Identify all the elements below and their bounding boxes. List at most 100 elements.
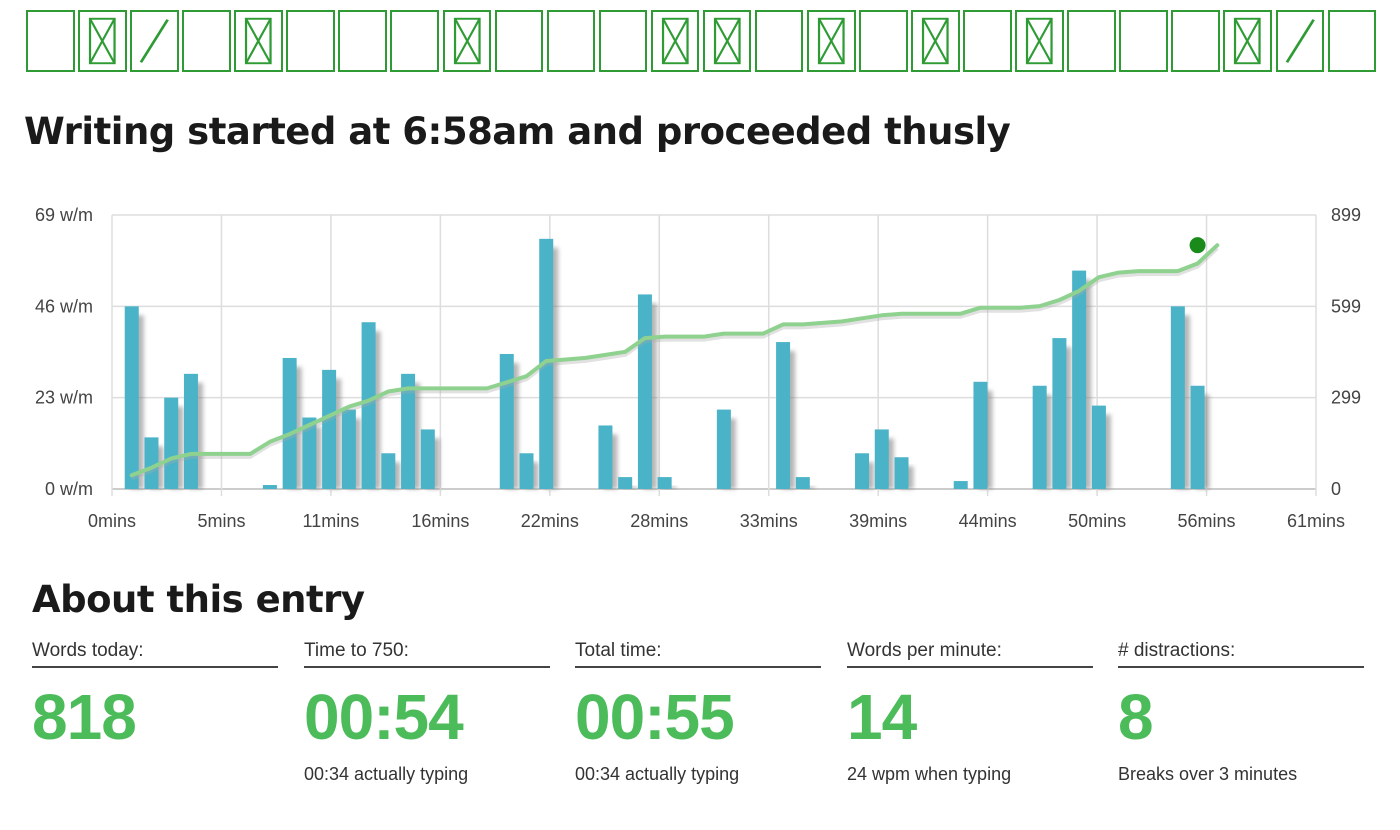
bar — [894, 457, 909, 489]
stat-sub: 24 wpm when typing — [847, 764, 1012, 784]
y-left-tick-label: 0 w/m — [45, 479, 93, 499]
bar — [795, 477, 810, 489]
bar — [322, 369, 337, 489]
bar — [164, 397, 179, 489]
stat-sub: 00:34 actually typing — [575, 764, 740, 784]
missing-glyph-icon — [546, 10, 596, 72]
bar — [262, 485, 277, 489]
bar — [953, 481, 968, 489]
y-right-tick-label: 899 — [1331, 205, 1361, 225]
bar — [874, 429, 889, 489]
bar — [420, 429, 435, 489]
missing-glyph-icon — [650, 10, 700, 72]
missing-glyph-icon — [859, 10, 908, 72]
missing-glyph-icon — [1015, 10, 1064, 72]
missing-glyph-icon — [182, 10, 231, 72]
missing-glyph-icon — [390, 10, 439, 72]
stat-label: Words today: — [32, 640, 278, 668]
x-tick-label: 56mins — [1178, 511, 1236, 531]
missing-glyph-icon — [130, 10, 179, 72]
missing-glyph-icon — [442, 10, 492, 72]
bar — [618, 477, 633, 489]
missing-glyph-icon — [338, 10, 387, 72]
bar — [1072, 270, 1087, 489]
missing-glyph-icon — [963, 10, 1012, 72]
bar — [1052, 338, 1067, 489]
x-tick-label: 16mins — [411, 511, 469, 531]
y-left-tick-label: 46 w/m — [35, 296, 93, 316]
stat-value: 00:55 — [575, 681, 735, 753]
stat-time-to-750: Time to 750: 00:54 00:34 actually typing — [304, 640, 550, 785]
missing-glyph-icon — [1223, 10, 1272, 72]
bar — [124, 306, 139, 489]
bar — [1170, 306, 1185, 489]
stat-label: # distractions: — [1118, 640, 1364, 668]
bar — [282, 357, 297, 489]
bar — [361, 322, 376, 489]
x-tick-label: 33mins — [740, 511, 798, 531]
bar — [716, 409, 731, 489]
bar — [598, 425, 613, 489]
bar — [499, 353, 514, 489]
stat-value: 00:54 — [304, 681, 464, 753]
missing-glyph-icon — [1171, 10, 1220, 72]
missing-glyph-icon — [286, 10, 335, 72]
missing-glyph-icon — [1119, 10, 1168, 72]
stat-total-time: Total time: 00:55 00:34 actually typing — [575, 640, 821, 785]
x-tick-label: 44mins — [959, 511, 1017, 531]
line-shadow — [130, 246, 1219, 481]
stat-distractions: # distractions: 8 Breaks over 3 minutes — [1118, 640, 1364, 785]
x-tick-label: 22mins — [521, 511, 579, 531]
stat-words-today: Words today: 818 — [32, 640, 278, 764]
stat-words-per-minute: Words per minute: 14 24 wpm when typing — [847, 640, 1093, 785]
x-tick-label: 50mins — [1068, 511, 1126, 531]
x-tick-label: 28mins — [630, 511, 688, 531]
x-tick-label: 0mins — [88, 511, 136, 531]
bar — [401, 373, 416, 489]
missing-glyph-icon — [911, 10, 960, 72]
stat-sub: Breaks over 3 minutes — [1118, 764, 1298, 784]
missing-glyph-icon — [1067, 10, 1116, 72]
bar — [183, 373, 198, 489]
missing-glyph-icon — [26, 10, 75, 72]
missing-glyph-icon — [598, 10, 648, 72]
bar — [637, 294, 652, 489]
bar — [519, 453, 534, 489]
stat-label: Total time: — [575, 640, 821, 668]
y-left-tick-label: 23 w/m — [35, 388, 93, 408]
bar — [144, 437, 159, 489]
x-tick-label: 5mins — [197, 511, 245, 531]
cumulative-line — [129, 243, 1220, 478]
y-left-tick-label: 69 w/m — [35, 205, 93, 225]
bar — [341, 409, 356, 489]
bar — [1091, 405, 1106, 489]
stat-label: Words per minute: — [847, 640, 1093, 668]
x-tick-label: 39mins — [849, 511, 907, 531]
y-right-tick-label: 0 — [1331, 479, 1341, 499]
bar — [1032, 385, 1047, 489]
missing-glyph-icon — [234, 10, 283, 72]
missing-glyph-icon — [754, 10, 804, 72]
bar — [855, 453, 870, 489]
stat-value: 8 — [1118, 681, 1154, 753]
bar — [1190, 385, 1205, 489]
bar — [973, 381, 988, 489]
y-right-tick-label: 299 — [1331, 388, 1361, 408]
bar — [539, 238, 554, 489]
missing-glyph-icon — [78, 10, 127, 72]
glyph-banner — [26, 10, 1377, 72]
stat-label: Time to 750: — [304, 640, 550, 668]
bar — [302, 417, 317, 489]
missing-glyph-icon — [494, 10, 544, 72]
target-marker — [1189, 237, 1206, 254]
stat-value: 14 — [847, 681, 917, 753]
about-title: About this entry — [32, 578, 365, 621]
stat-sub: 00:34 actually typing — [304, 764, 469, 784]
chart-title: Writing started at 6:58am and proceeded … — [24, 110, 1011, 153]
writing-chart: 0mins 5mins 11mins 16mins 22mins 28mins 33mins… — [35, 205, 1361, 531]
missing-glyph-icon — [702, 10, 752, 72]
bar — [657, 477, 672, 489]
x-tick-label: 61mins — [1287, 511, 1345, 531]
x-tick-label: 11mins — [303, 511, 360, 531]
bar — [776, 342, 791, 489]
